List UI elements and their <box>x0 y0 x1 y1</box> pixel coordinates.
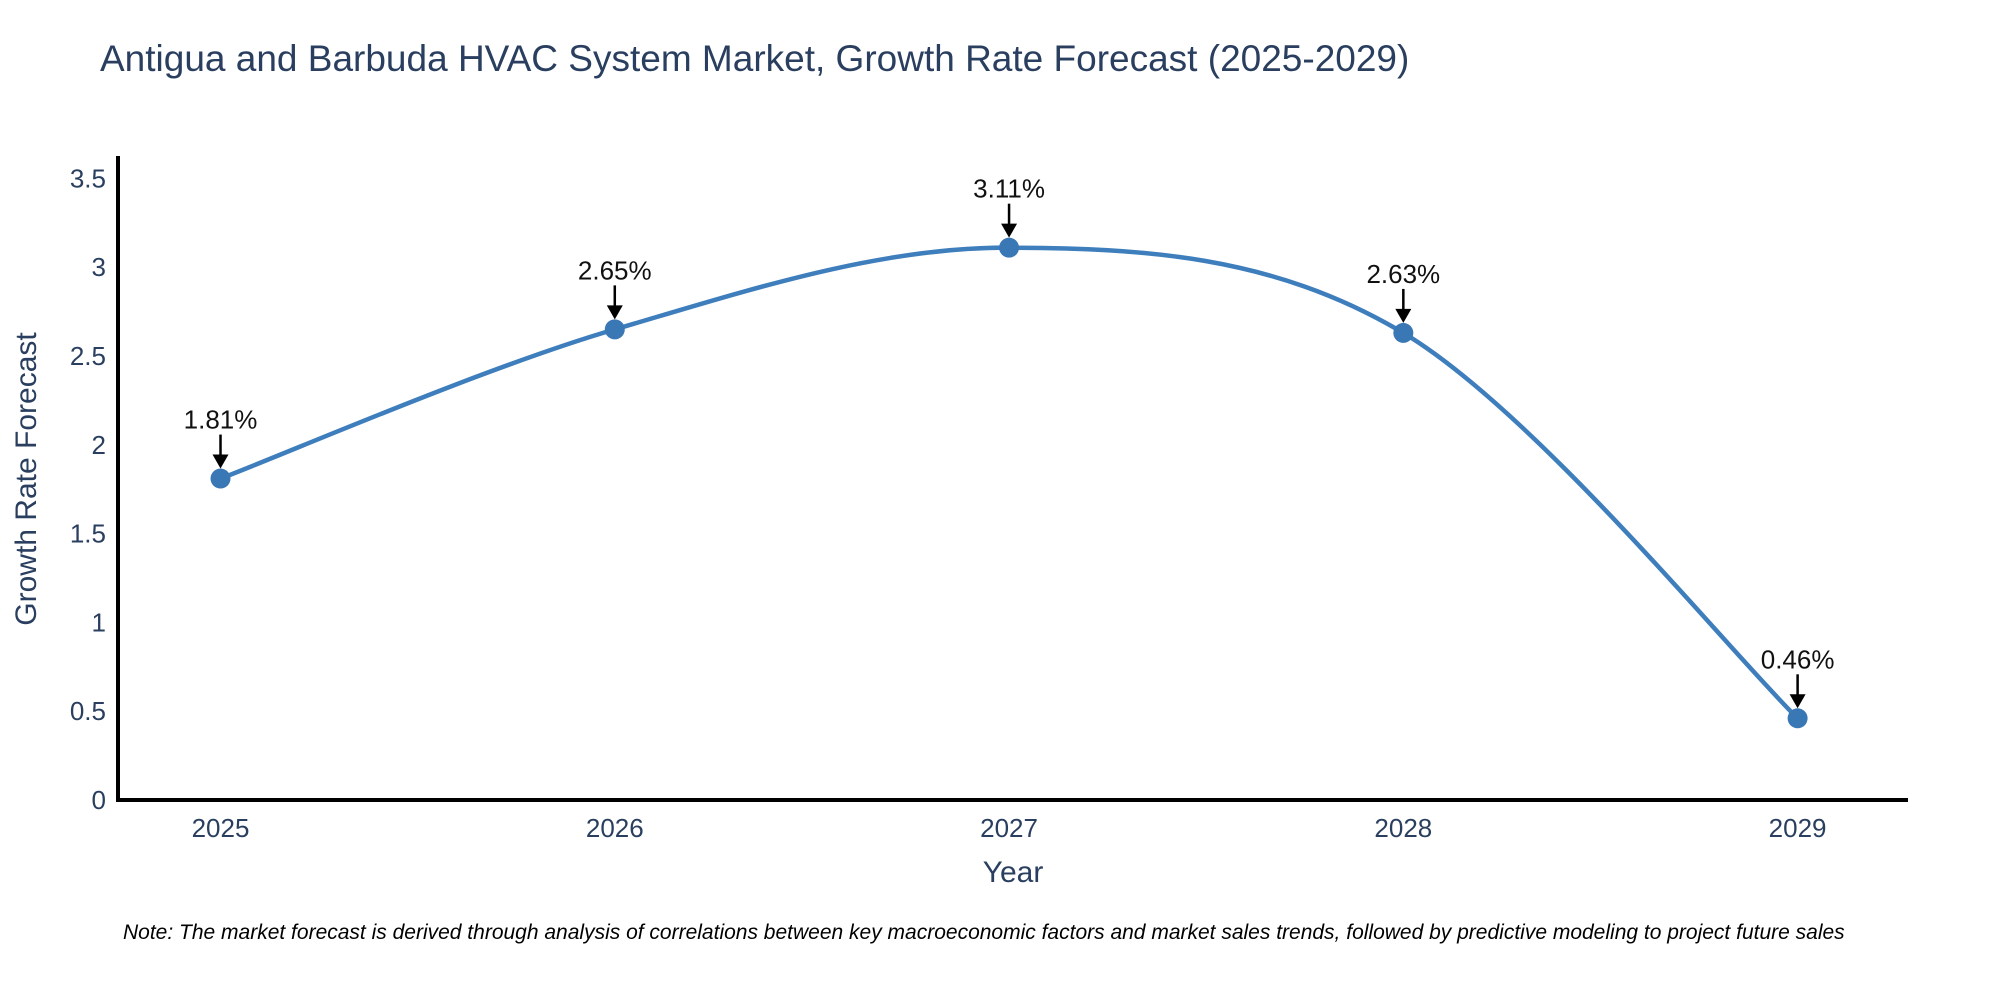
point-value-label: 2.65% <box>578 255 652 285</box>
y-tick-label: 2 <box>92 430 106 460</box>
x-axis-title: Year <box>982 856 1044 889</box>
point-value-label: 1.81% <box>184 405 258 435</box>
x-tick-label: 2026 <box>586 813 644 843</box>
data-point-marker <box>210 468 231 489</box>
data-point-marker <box>999 237 1020 258</box>
annotation-arrow-head <box>212 454 229 469</box>
chart-title: Antigua and Barbuda HVAC System Market, … <box>100 38 1410 79</box>
y-tick-label: 0.5 <box>70 696 106 726</box>
point-value-label: 0.46% <box>1761 644 1835 674</box>
x-tick-label: 2029 <box>1769 813 1827 843</box>
y-tick-label: 0 <box>92 785 106 815</box>
trend-line <box>219 245 1800 720</box>
point-value-label: 3.11% <box>973 174 1045 204</box>
annotation-arrow-head <box>1001 223 1018 238</box>
x-tick-labels: 2025 2026 2027 2028 2029 <box>192 813 1827 843</box>
data-point-marker <box>1393 322 1414 343</box>
data-point-markers <box>210 237 1808 729</box>
y-tick-label: 2.5 <box>70 341 106 371</box>
axes <box>116 156 1908 802</box>
x-tick-label: 2028 <box>1374 813 1432 843</box>
y-axis-title: Growth Rate Forecast <box>10 332 43 626</box>
point-annotations: 1.81% 2.65% 3.11% 2.63% 0.46% <box>184 174 1835 709</box>
y-tick-label: 1 <box>92 607 106 637</box>
y-tick-label: 1.5 <box>70 519 106 549</box>
annotation-arrow-head <box>1789 694 1806 709</box>
y-tick-label: 3 <box>92 252 106 282</box>
annotation-arrow-head <box>606 305 623 320</box>
x-tick-label: 2025 <box>192 813 250 843</box>
annotation-arrow-head <box>1395 308 1412 323</box>
data-point-marker <box>604 319 625 340</box>
y-tick-label: 3.5 <box>70 163 106 193</box>
data-point-marker <box>1787 708 1808 729</box>
point-value-label: 2.63% <box>1366 259 1440 289</box>
x-tick-label: 2027 <box>980 813 1038 843</box>
y-tick-labels: 0 0.5 1 1.5 2 2.5 3 3.5 <box>70 163 106 815</box>
footnote: Note: The market forecast is derived thr… <box>123 921 1845 944</box>
